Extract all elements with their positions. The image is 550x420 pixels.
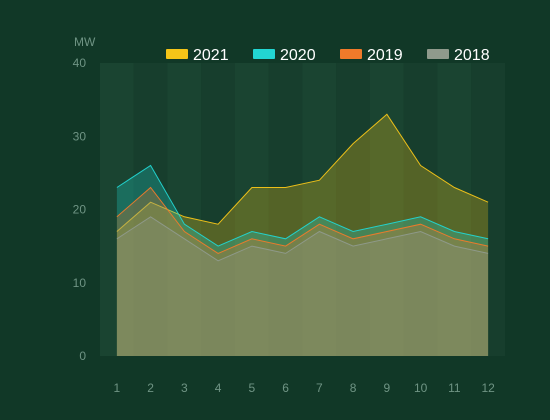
area-2019 xyxy=(116,187,489,356)
x-tick-label: 12 xyxy=(481,381,495,395)
y-tick-label: 10 xyxy=(73,276,87,290)
legend-swatch xyxy=(427,49,449,59)
x-tick-label: 6 xyxy=(282,381,289,395)
legend-label: 2021 xyxy=(193,47,229,64)
legend-label: 2020 xyxy=(280,47,316,64)
x-tick-label: 1 xyxy=(114,381,121,395)
column-band xyxy=(403,63,438,356)
column-band xyxy=(471,63,505,356)
column-band xyxy=(370,63,404,356)
column-band xyxy=(100,63,134,356)
legend-label: 2019 xyxy=(367,47,403,64)
line-2020 xyxy=(116,164,489,247)
y-tick-label: 20 xyxy=(73,203,87,217)
x-tick-label: 5 xyxy=(249,381,256,395)
y-tick-label: 30 xyxy=(73,129,87,143)
legend-item-2019[interactable]: 2019 xyxy=(340,47,403,64)
y-axis: MW 0 10 20 30 40 xyxy=(73,35,96,363)
area-2018 xyxy=(116,216,489,356)
legend-swatch xyxy=(166,49,188,59)
y-tick-label: 0 xyxy=(79,349,86,363)
line-2019 xyxy=(116,186,489,254)
area-2020 xyxy=(116,165,489,356)
column-band xyxy=(437,63,472,356)
x-tick-label: 8 xyxy=(350,381,357,395)
x-tick-label: 10 xyxy=(414,381,428,395)
x-tick-label: 7 xyxy=(316,381,323,395)
x-tick-label: 4 xyxy=(215,381,222,395)
legend-label: 2018 xyxy=(454,47,490,64)
column-band xyxy=(133,63,168,356)
x-axis: 1 2 3 4 5 6 7 8 9 10 11 12 xyxy=(114,381,496,395)
x-tick-label: 3 xyxy=(181,381,188,395)
column-band xyxy=(336,63,370,356)
x-tick-label: 2 xyxy=(147,381,154,395)
y-axis-unit: MW xyxy=(74,35,96,49)
legend: 2021 2020 2019 2018 xyxy=(166,47,490,64)
legend-item-2021[interactable]: 2021 xyxy=(166,47,229,64)
column-band xyxy=(167,63,202,356)
legend-swatch xyxy=(253,49,275,59)
column-band xyxy=(235,63,269,356)
column-band xyxy=(201,63,235,356)
legend-swatch xyxy=(340,49,362,59)
series-areas xyxy=(116,113,489,356)
y-tick-label: 40 xyxy=(73,56,87,70)
x-tick-label: 11 xyxy=(448,381,461,395)
column-bands xyxy=(100,63,505,356)
column-band xyxy=(268,63,303,356)
line-2018 xyxy=(116,216,489,262)
legend-item-2020[interactable]: 2020 xyxy=(253,47,316,64)
x-tick-label: 9 xyxy=(384,381,391,395)
column-band xyxy=(302,63,337,356)
legend-item-2018[interactable]: 2018 xyxy=(427,47,490,64)
